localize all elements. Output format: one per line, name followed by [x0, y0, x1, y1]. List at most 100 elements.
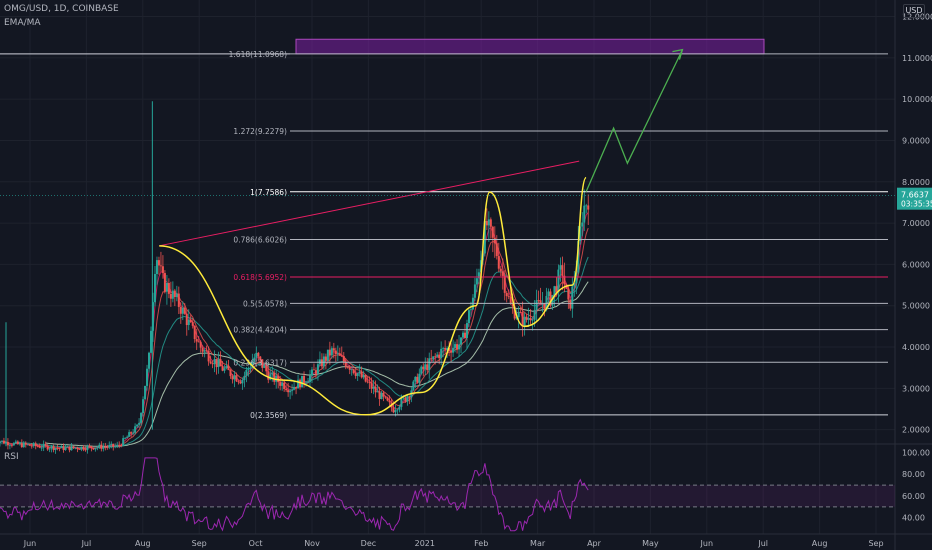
candle-body: [503, 275, 506, 293]
candle-body: [517, 311, 520, 318]
candle-body: [450, 350, 453, 353]
candlesticks[interactable]: [0, 101, 590, 454]
candle-body: [128, 432, 131, 437]
fib-levels[interactable]: 0(2.3569) 0.236(3.6317) 0.382(4.4204) 0.5(5…: [0, 50, 888, 420]
candle-body: [169, 293, 172, 299]
rsi-pane[interactable]: [0, 457, 895, 532]
candle-body: [505, 292, 508, 297]
candle-body: [76, 447, 79, 450]
candle-body: [104, 446, 107, 448]
price-tick-label: 6.0000: [902, 260, 930, 269]
candle-body: [265, 365, 268, 372]
candle-body: [108, 445, 111, 448]
rsi-label[interactable]: RSI: [4, 452, 19, 462]
candle-body: [406, 397, 409, 402]
candle-body: [58, 448, 61, 449]
candle-body: [193, 325, 196, 340]
candle-body: [535, 300, 538, 311]
candle-body: [579, 226, 582, 242]
candle-body: [36, 445, 39, 447]
candle-body: [436, 354, 439, 357]
candle-body: [24, 442, 27, 445]
cup-and-handle-curve: [159, 176, 587, 416]
candle-body: [237, 381, 240, 383]
ema-line: [45, 281, 589, 447]
candle-body: [432, 356, 435, 360]
candle-body: [0, 441, 1, 444]
ema-line: [0, 212, 589, 450]
rsi-tick-label: 40.00: [902, 514, 925, 523]
candle-body: [88, 446, 91, 447]
candle-body: [440, 348, 443, 359]
price-tick-label: 5.0000: [902, 302, 930, 311]
candle-body: [54, 447, 57, 451]
time-tick-label: Jun: [23, 539, 37, 548]
candle-body: [297, 379, 300, 389]
indicator-label[interactable]: EMA/MA: [4, 18, 41, 28]
candle-body: [10, 445, 13, 447]
candle-body: [219, 359, 222, 367]
candle-body: [549, 291, 552, 306]
symbol-title[interactable]: OMG/USD, 1D, COINBASE: [4, 4, 119, 14]
candle-body: [334, 350, 337, 354]
candle-body: [14, 441, 17, 444]
currency-button[interactable]: USD: [903, 4, 925, 18]
candle-body: [328, 349, 331, 356]
candle-body: [527, 318, 530, 320]
candle-body: [575, 272, 578, 284]
candle-body: [92, 447, 95, 450]
time-tick-label: Jul: [757, 539, 768, 548]
candle-body: [460, 337, 463, 345]
time-tick-label: Apr: [587, 539, 602, 548]
time-tick-label: Mar: [530, 539, 546, 548]
candle-body: [336, 353, 339, 355]
candle-body: [110, 443, 113, 446]
candle-body: [163, 273, 166, 292]
candle-body: [326, 349, 329, 361]
candle-body: [541, 303, 544, 305]
drawings[interactable]: [159, 48, 684, 416]
candle-body: [555, 286, 558, 293]
candle-body: [187, 319, 190, 326]
candle-body: [416, 376, 419, 383]
candle-body: [285, 388, 288, 391]
candle-body: [241, 379, 244, 384]
candle-body: [102, 446, 105, 449]
candle-body: [507, 296, 510, 297]
candle-body: [74, 447, 77, 449]
candle-body: [277, 375, 280, 383]
candle-body: [207, 351, 210, 362]
candle-body: [491, 226, 494, 238]
candle-body: [483, 220, 486, 254]
candle-body: [144, 385, 147, 400]
ema-line: [15, 256, 589, 449]
rsi-band: [0, 485, 895, 507]
candle-body: [261, 359, 264, 368]
time-tick-label: Oct: [249, 539, 263, 548]
candle-body: [293, 386, 296, 390]
candle-body: [454, 344, 457, 348]
time-tick-label: May: [642, 539, 659, 548]
candle-body: [245, 369, 248, 376]
candle-body: [458, 344, 461, 350]
price-tick-label: 10.0000: [902, 95, 932, 104]
candle-body: [32, 443, 35, 447]
candle-body: [189, 319, 192, 323]
time-tick-label: Jul: [81, 539, 92, 548]
candle-body: [446, 348, 449, 350]
time-tick-label: Sep: [868, 539, 883, 548]
rsi-tick-label: 100.00: [902, 448, 930, 457]
candle-body: [175, 293, 178, 298]
candle-body: [247, 368, 250, 370]
candle-body: [372, 386, 375, 389]
candle-body: [38, 446, 41, 448]
projection-arrowhead: [672, 48, 684, 60]
candle-body: [122, 438, 125, 446]
candle-body: [346, 366, 349, 368]
rsi-line: [0, 457, 589, 532]
candle-body: [320, 359, 323, 367]
price-tick-label: 9.0000: [902, 136, 930, 145]
fib-label: 0(2.3569): [250, 411, 287, 420]
candle-body: [283, 382, 286, 389]
